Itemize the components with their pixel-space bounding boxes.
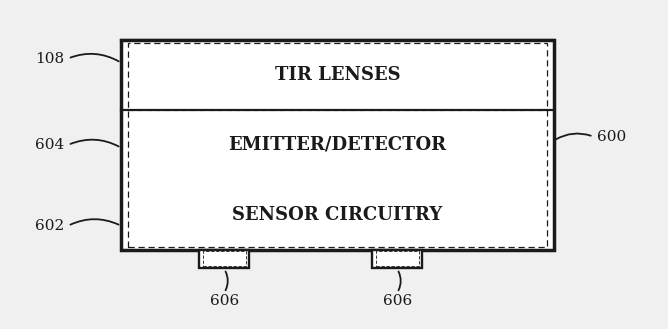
Text: 600: 600 <box>597 130 626 144</box>
Text: 604: 604 <box>35 138 65 152</box>
Text: EMITTER/DETECTOR: EMITTER/DETECTOR <box>228 136 446 154</box>
Bar <box>121 40 554 249</box>
Text: TIR LENSES: TIR LENSES <box>275 66 400 84</box>
Text: 606: 606 <box>210 294 239 308</box>
Text: 602: 602 <box>35 219 65 233</box>
Bar <box>202 251 246 266</box>
Text: 606: 606 <box>383 294 411 308</box>
Bar <box>199 249 249 268</box>
Text: 108: 108 <box>35 52 65 65</box>
Text: SENSOR CIRCUITRY: SENSOR CIRCUITRY <box>232 206 442 224</box>
Bar <box>372 249 422 268</box>
Bar <box>375 251 419 266</box>
Bar <box>128 43 547 247</box>
